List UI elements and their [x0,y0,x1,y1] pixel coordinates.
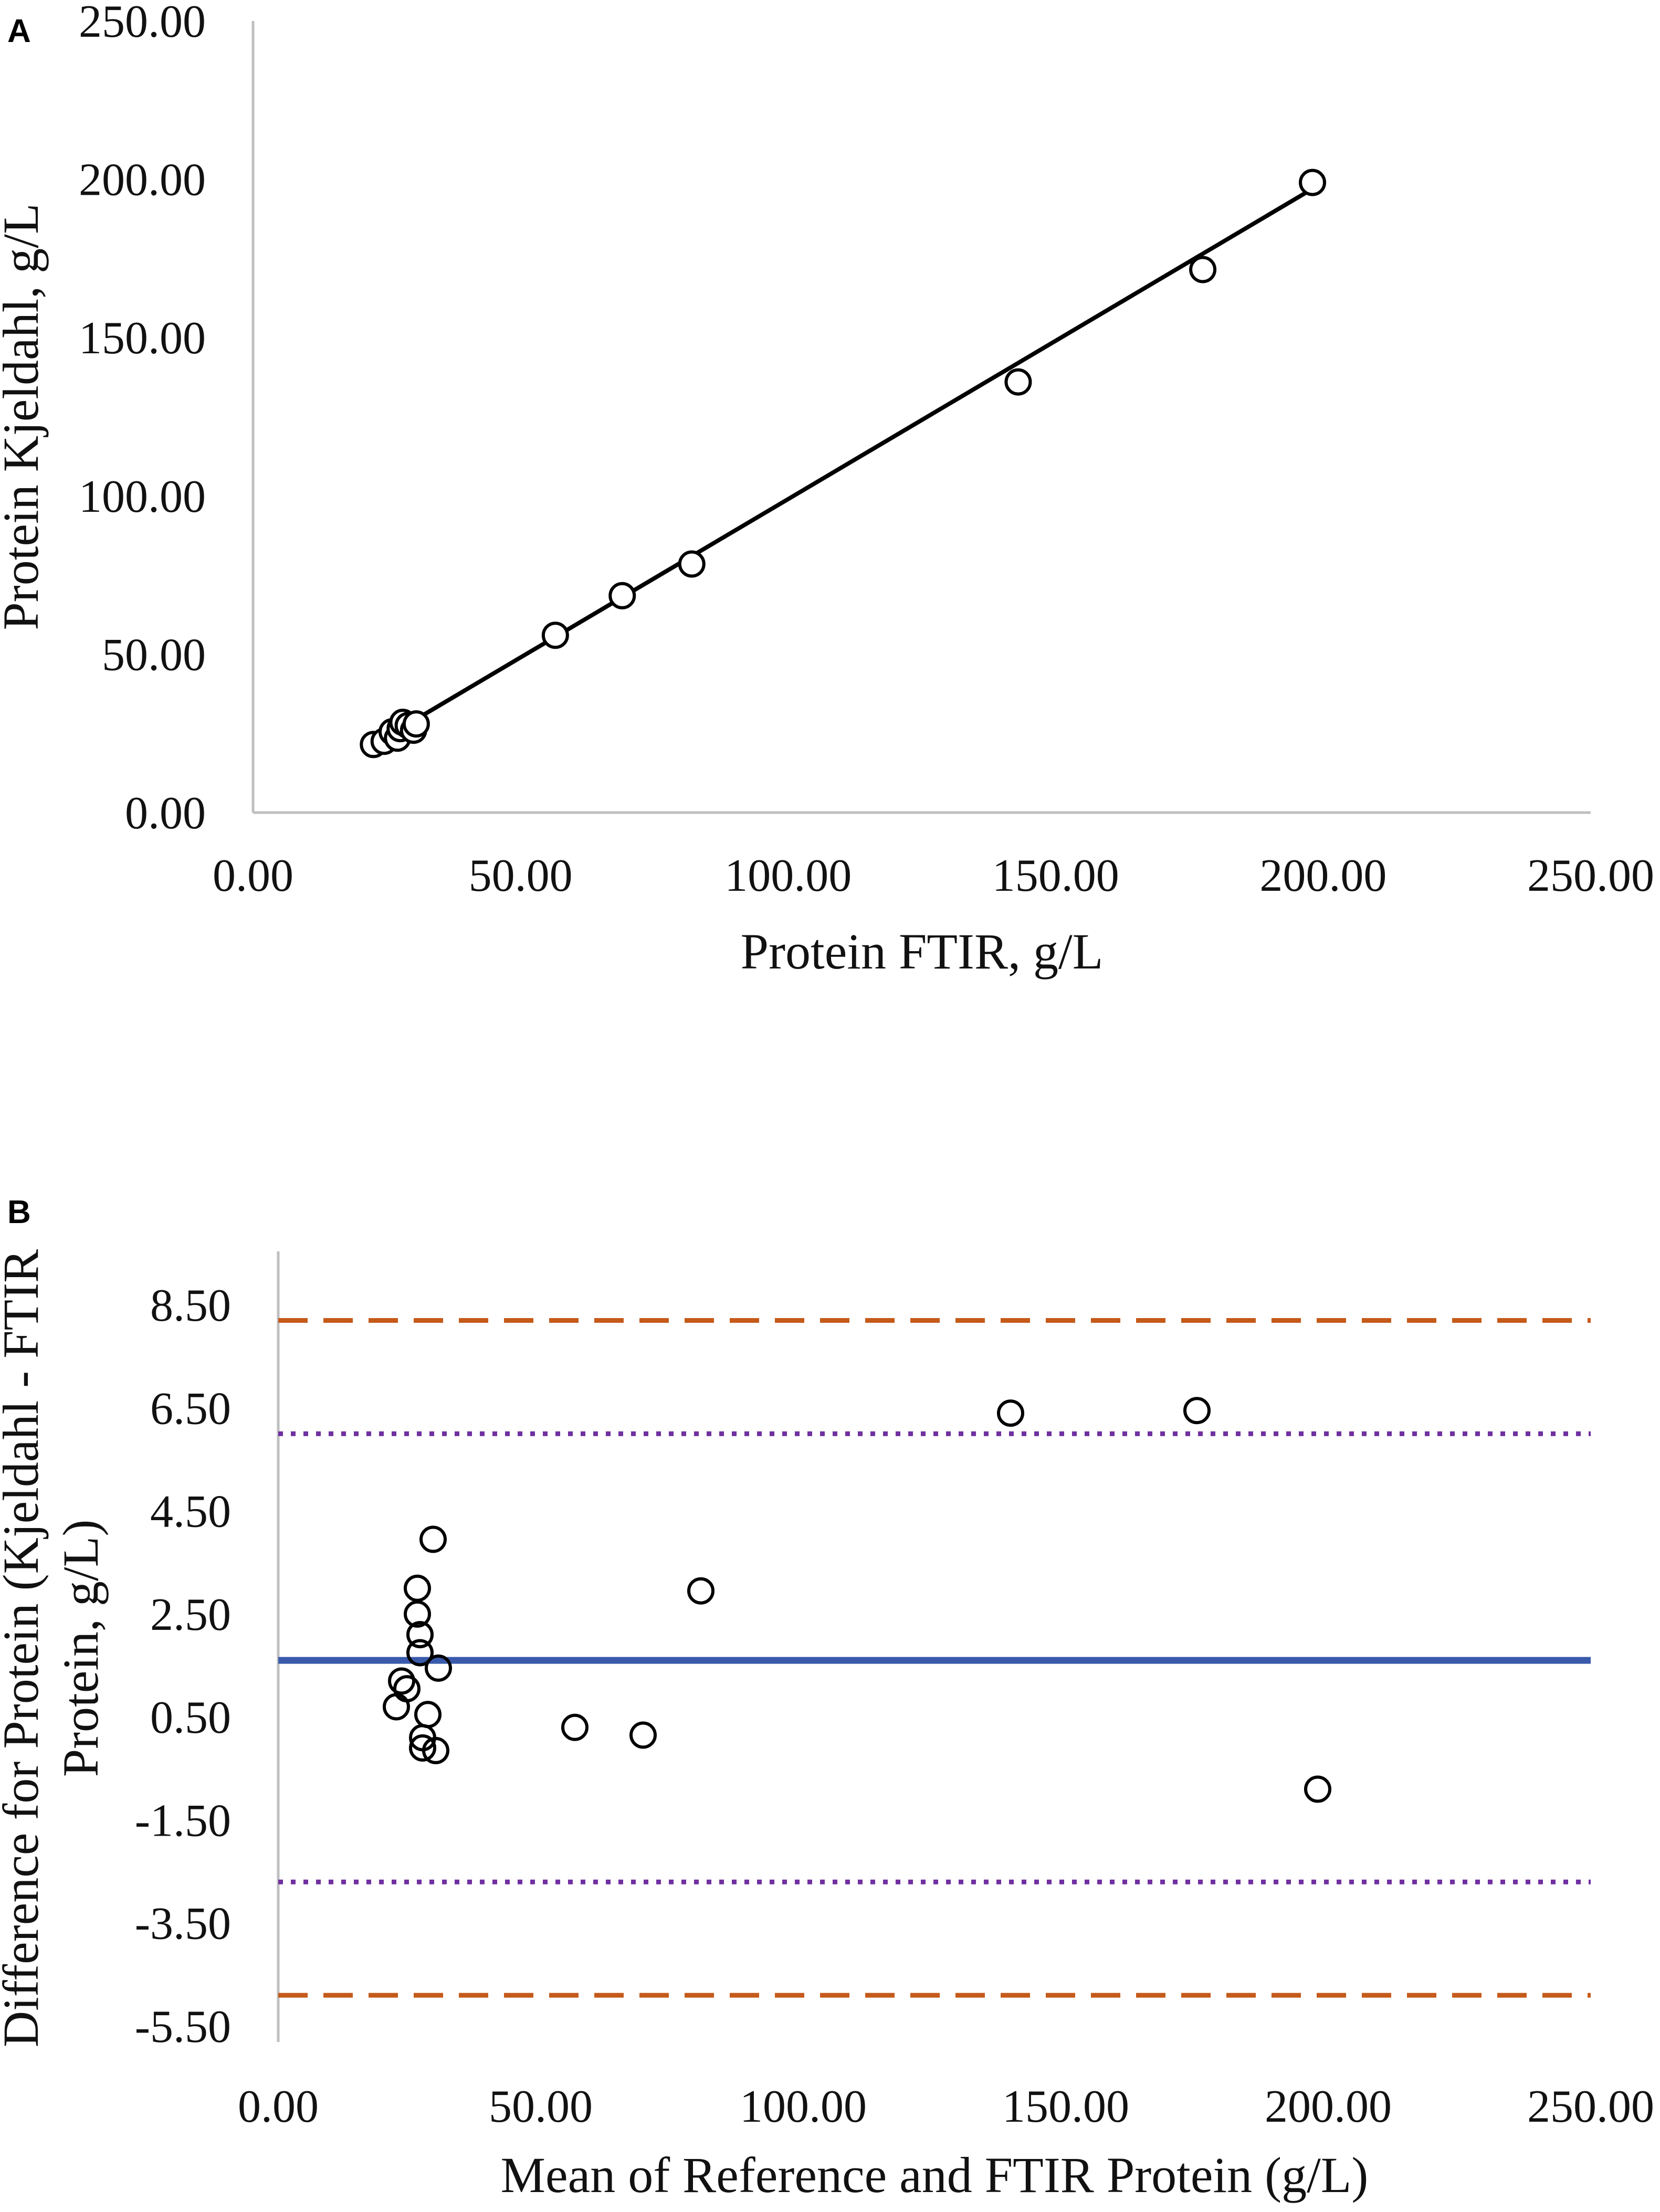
panel-a-y-title: Protein Kjeldahl, g/L [0,203,49,630]
panel-b-data-point [414,1701,442,1729]
panel-b-data-point [404,1600,431,1628]
panel-b-data-point [1304,1775,1331,1803]
panel-b-x-tick-labels: 0.00 50.00 100.00 150.00 200.00 250.00 [238,2081,1654,2132]
panel-a-x-tick: 100.00 [724,850,852,901]
panel-b-y-tick: 4.50 [150,1487,231,1537]
panel-b-data-point [393,1675,421,1703]
panel-b-data-point [629,1721,657,1749]
panel-a-x-title: Protein FTIR, g/L [741,923,1104,979]
panel-b-y-title-line-1: Difference for Protein (Kjeldahl - FTIR [0,1249,49,2047]
panel-a-x-tick: 150.00 [992,850,1119,901]
panel-b-data-point [406,1621,434,1649]
panel-b-y-tick-labels: 8.50 6.50 4.50 2.50 0.50 -1.50 -3.50 -5.50 [135,1280,231,2052]
panel-b-y-tick: 2.50 [150,1589,231,1640]
panel-b-x-tick: 100.00 [740,2081,867,2132]
panel-b-x-tick: 250.00 [1527,2081,1654,2132]
panel-a-x-tick: 200.00 [1259,850,1386,901]
panel-a-label: A [7,13,31,49]
panel-b-y-tick: 0.50 [150,1692,231,1743]
panel-b-x-tick: 150.00 [1002,2081,1129,2132]
panel-a-y-tick: 150.00 [79,313,206,364]
panel-b-data-point [419,1525,447,1553]
panel-a: A 0.00 50.00 100.00 150.00 200.00 250.00 0.00… [0,0,1654,979]
panel-b-y-tick: -3.50 [135,1899,231,1950]
panel-b-y-tick: 6.50 [150,1383,231,1434]
panel-a-y-tick: 200.00 [79,155,206,206]
panel-b: B 8.50 6.50 4.50 2.50 0.50 -1.50 -3.50 -5.50 0.… [0,1194,1654,2203]
panel-b-data-point [1183,1397,1211,1425]
panel-b-data-point [425,1654,452,1682]
panel-b-x-tick: 200.00 [1265,2081,1392,2132]
panel-a-y-tick: 50.00 [102,629,206,680]
panel-b-data-point [388,1667,415,1695]
panel-b-data-point [409,1734,436,1762]
panel-b-data-point [687,1577,715,1605]
panel-a-data-point [402,710,430,738]
panel-b-x-tick: 50.00 [489,2081,593,2132]
panel-a-data-point [1189,256,1217,283]
panel-b-data-point [422,1736,449,1764]
panel-a-x-tick-labels: 0.00 50.00 100.00 150.00 200.00 250.00 [213,850,1654,901]
panel-a-data-point [608,582,636,609]
panel-b-x-tick: 0.00 [238,2081,319,2132]
panel-a-x-tick: 250.00 [1527,850,1654,901]
panel-b-x-title: Mean of Reference and FTIR Protein (g/L) [501,2147,1369,2203]
panel-b-data-point [406,1639,434,1667]
panel-a-data-point [1299,168,1327,196]
panel-a-data-point [541,622,569,649]
panel-a-fit-line [375,187,1314,745]
panel-b-points [383,1397,1331,1803]
panel-a-y-tick: 100.00 [79,471,206,522]
panel-a-data-point [1004,368,1032,396]
panel-a-data-point [678,550,706,578]
panel-a-y-tick-labels: 0.00 50.00 100.00 150.00 200.00 250.00 [79,0,206,839]
panel-a-y-tick: 250.00 [79,0,206,47]
panel-b-data-point [383,1693,410,1721]
panel-b-y-tick: -5.50 [135,2002,231,2052]
panel-b-y-tick: -1.50 [135,1795,231,1846]
panel-b-label: B [7,1194,31,1230]
panel-a-points [360,168,1327,759]
panel-a-x-tick: 0.00 [213,850,293,901]
panel-b-data-point [561,1713,589,1741]
panel-b-data-point [404,1574,431,1602]
panel-a-x-tick: 50.00 [469,850,573,901]
panel-a-y-tick: 0.00 [125,788,206,839]
panel-b-y-tick: 8.50 [150,1280,231,1331]
panel-b-data-point [997,1399,1024,1427]
panel-b-y-title-line-2: Protein, g/L) [52,1520,109,1777]
